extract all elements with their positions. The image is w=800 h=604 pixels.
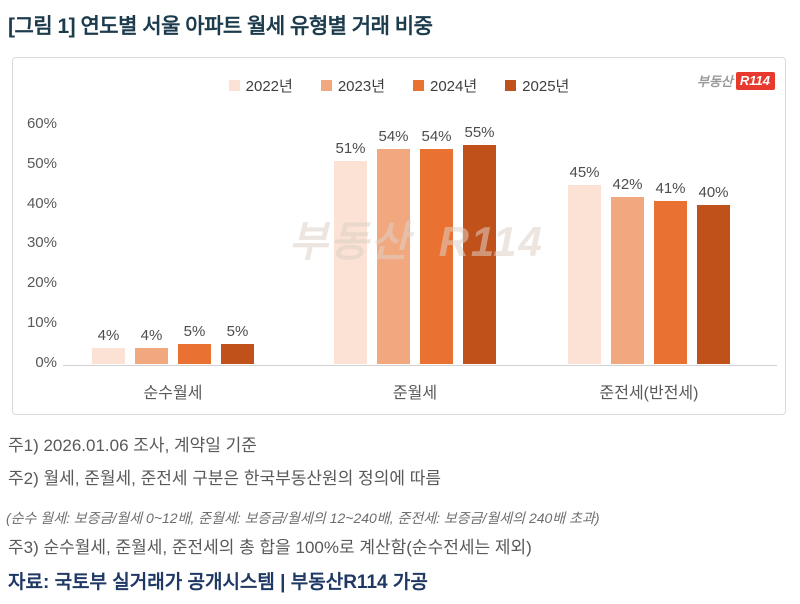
bar-value-label: 54% bbox=[421, 128, 452, 145]
brand-logo: 부동산 R114 bbox=[697, 71, 775, 90]
legend-swatch bbox=[228, 80, 240, 91]
legend-item: 2023년 bbox=[320, 75, 385, 96]
x-axis-line bbox=[63, 365, 777, 366]
bar-value-label: 45% bbox=[569, 164, 600, 181]
source-line: 자료: 국토부 실거래가 공개시스템 | 부동산R114 가공 bbox=[8, 572, 428, 593]
bar bbox=[178, 344, 211, 364]
brand-logo-badge: R114 bbox=[735, 71, 775, 90]
bar-column: 41% bbox=[654, 180, 687, 364]
y-tick-label: 60% bbox=[26, 115, 57, 132]
bar-column: 40% bbox=[697, 184, 730, 364]
legend-swatch bbox=[413, 80, 424, 91]
bar bbox=[377, 149, 410, 364]
y-tick-label: 50% bbox=[26, 154, 57, 172]
y-tick-label: 20% bbox=[26, 274, 57, 292]
category-label: 준전세(반전세) bbox=[599, 385, 699, 402]
category-label: 순수월세 bbox=[143, 385, 203, 402]
bar bbox=[654, 201, 687, 364]
y-tick-label: 10% bbox=[26, 314, 57, 331]
bar-column: 54% bbox=[377, 128, 410, 364]
y-tick-label: 40% bbox=[26, 194, 57, 212]
legend-label: 2024년 bbox=[430, 78, 478, 95]
bar-column: 51% bbox=[334, 140, 367, 364]
bar-value-label: 41% bbox=[655, 180, 686, 197]
bar-value-label: 40% bbox=[698, 184, 729, 201]
bar bbox=[221, 344, 254, 364]
bar-value-label: 5% bbox=[226, 323, 249, 340]
bar-value-label: 55% bbox=[464, 124, 495, 141]
bar bbox=[697, 205, 730, 364]
bar-column: 4% bbox=[135, 327, 168, 364]
legend-item: 2024년 bbox=[413, 75, 477, 96]
y-tick-label: 0% bbox=[35, 353, 57, 371]
bar-value-label: 5% bbox=[183, 323, 206, 340]
bar-column: 5% bbox=[178, 323, 211, 364]
page-title: [그림 1] 연도별 서울 아파트 월세 유형별 거래 비중 bbox=[8, 15, 433, 38]
bar-value-label: 42% bbox=[612, 176, 643, 193]
bar-value-label: 54% bbox=[378, 128, 409, 145]
legend-swatch bbox=[505, 80, 517, 91]
bar-column: 5% bbox=[221, 323, 254, 364]
brand-logo-text: 부동산 bbox=[696, 74, 733, 89]
bar bbox=[420, 149, 453, 364]
bar-column: 45% bbox=[568, 164, 601, 364]
bar bbox=[92, 348, 125, 364]
category-label: 준월세 bbox=[392, 385, 438, 402]
bar-value-label: 51% bbox=[335, 140, 366, 157]
note-3: 주3) 순수월세, 준월세, 준전세의 총 합을 100%로 계산함(순수전세는… bbox=[8, 538, 532, 557]
bar-group: 4% 4% 5% 5% bbox=[92, 323, 254, 364]
note-1: 주1) 2026.01.06 조사, 계약일 기준 bbox=[8, 436, 257, 455]
bar bbox=[611, 197, 644, 364]
legend-item: 2025년 bbox=[505, 75, 569, 96]
bar-column: 42% bbox=[611, 176, 644, 364]
bar-column: 4% bbox=[92, 327, 125, 364]
legend-swatch bbox=[320, 80, 332, 91]
chart-legend: 2022년 2023년 2024년 2025년 bbox=[13, 75, 785, 96]
bar bbox=[135, 348, 168, 364]
bar-group: 51% 54% 54% 55% bbox=[334, 124, 496, 364]
bar bbox=[463, 145, 496, 364]
bar-value-label: 4% bbox=[97, 327, 120, 344]
note-2: 주2) 월세, 준월세, 준전세 구분은 한국부동산원의 정의에 따름 bbox=[8, 469, 441, 488]
legend-label: 2022년 bbox=[245, 78, 293, 95]
bar-column: 55% bbox=[463, 124, 496, 364]
bar bbox=[334, 161, 367, 364]
bar-group: 45% 42% 41% 40% bbox=[568, 164, 730, 364]
chart-panel: 2022년 2023년 2024년 2025년 부동산 R114 부동산 R114 6… bbox=[12, 57, 786, 415]
legend-label: 2025년 bbox=[522, 78, 570, 95]
bar bbox=[568, 185, 601, 364]
legend-label: 2023년 bbox=[337, 78, 385, 95]
note-definitions: (순수 월세: 보증금/월세 0~12배, 준월세: 보증금/월세의 12~24… bbox=[6, 510, 600, 526]
bar-value-label: 4% bbox=[140, 327, 163, 344]
legend-item: 2022년 bbox=[228, 75, 293, 96]
bar-column: 54% bbox=[420, 128, 453, 364]
y-tick-label: 30% bbox=[26, 234, 57, 252]
